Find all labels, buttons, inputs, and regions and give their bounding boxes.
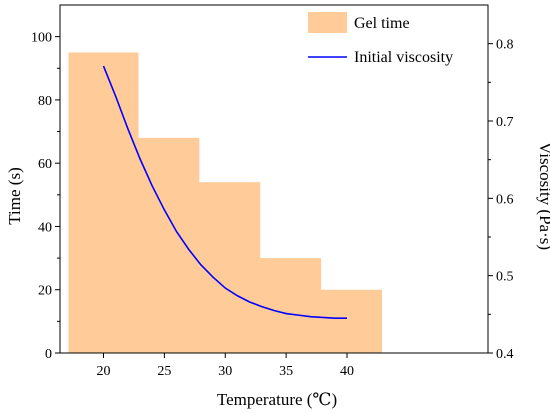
bar-25 <box>129 137 200 353</box>
y2-tick-label: 0.4 <box>496 347 514 362</box>
bar-series-gel-time <box>68 52 382 354</box>
bar-20 <box>68 52 139 354</box>
y-tick-label: 20 <box>38 284 52 299</box>
legend-label-gel-time: Gel time <box>354 15 410 32</box>
x-tick-label: 40 <box>340 364 354 379</box>
x-axis-title: Temperature (℃) <box>217 390 337 409</box>
legend-label-initial-viscosity: Initial viscosity <box>354 49 453 66</box>
bar-35 <box>251 258 322 353</box>
y-axis-title: Time (s) <box>5 167 24 224</box>
bottom-axis: 20 25 30 35 40 <box>97 353 354 379</box>
y2-tick-label: 0.5 <box>496 270 514 285</box>
x-tick-label: 35 <box>279 364 293 379</box>
legend-swatch-gel-time <box>308 12 347 33</box>
x-tick-label: 25 <box>157 364 171 379</box>
line-series-initial-viscosity <box>102 65 347 319</box>
y-tick-label: 100 <box>31 31 52 46</box>
x-tick-label: 20 <box>97 364 111 379</box>
y2-tick-label: 0.8 <box>496 38 514 53</box>
legend: Gel time Initial viscosity <box>308 12 453 66</box>
right-axis: 0.4 0.5 0.6 0.7 0.8 <box>488 38 514 362</box>
y2-tick-label: 0.7 <box>496 115 514 130</box>
plot-border <box>59 4 489 354</box>
bar-30 <box>190 182 261 353</box>
y-tick-label: 0 <box>45 347 52 362</box>
y-tick-label: 40 <box>38 220 52 235</box>
x-tick-label: 30 <box>218 364 232 379</box>
viscosity-line <box>102 65 347 319</box>
y2-axis-title: Viscosity (Pa·s) <box>536 142 550 250</box>
y2-tick-label: 0.6 <box>496 192 514 207</box>
bar-40 <box>312 289 382 353</box>
left-axis: 0 20 40 60 80 100 <box>31 31 60 362</box>
plot-frame <box>59 4 489 354</box>
y-tick-label: 80 <box>38 94 52 109</box>
y-tick-label: 60 <box>38 157 52 172</box>
